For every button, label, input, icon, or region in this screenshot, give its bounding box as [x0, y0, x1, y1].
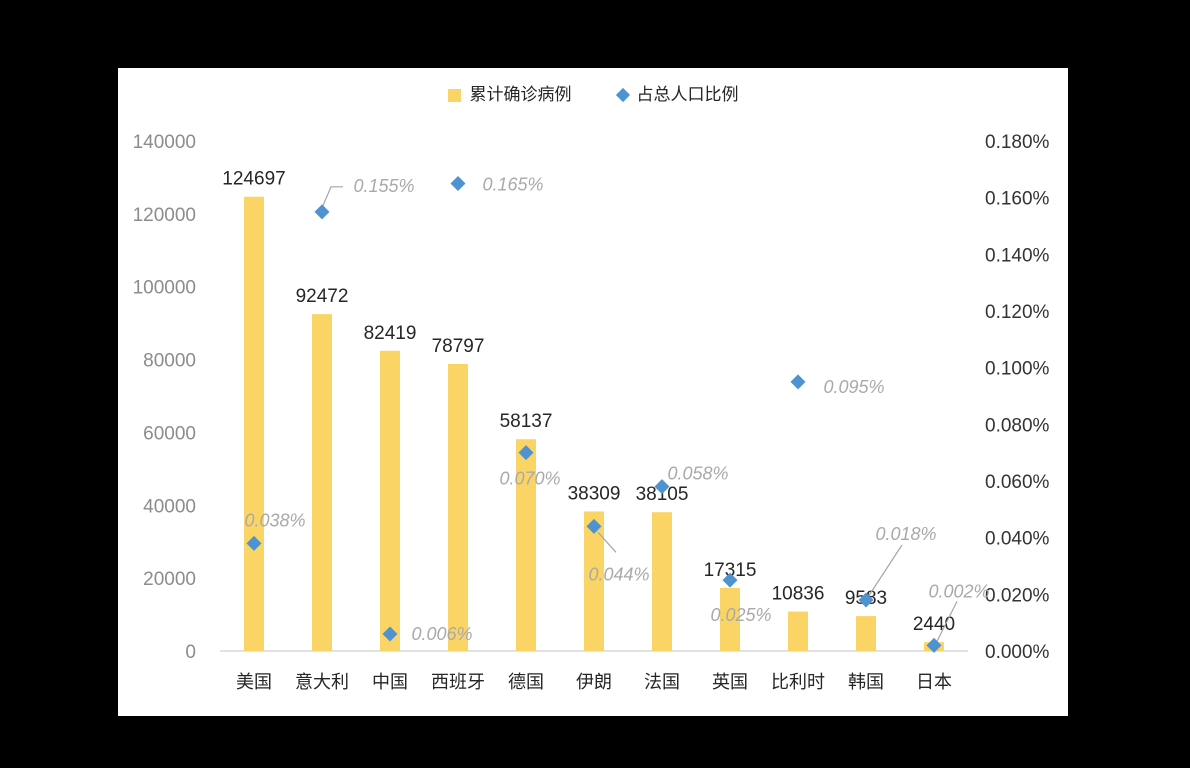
diamond-marker-icon — [790, 374, 806, 390]
bar — [312, 314, 332, 651]
diamond-marker-icon — [858, 592, 874, 608]
y-axis-tick-right: 0.140% — [985, 245, 1050, 266]
x-axis-category-label: 法国 — [644, 672, 680, 692]
bar — [380, 350, 400, 651]
percent-point-label: 0.006% — [411, 624, 472, 644]
y-axis-tick-left: 20000 — [143, 569, 196, 590]
chart-legend: 累计确诊病例 占总人口比例 — [118, 85, 1068, 105]
diamond-marker-icon — [450, 176, 466, 191]
legend-item-confirmed-cases: 累计确诊病例 — [447, 85, 572, 105]
bar-series-swatch-icon — [447, 88, 461, 102]
bar-value-label: 58137 — [500, 411, 553, 432]
x-axis-category-label: 韩国 — [848, 672, 884, 692]
percent-point-label: 0.095% — [823, 377, 884, 397]
y-axis-tick-right: 0.180% — [985, 132, 1050, 153]
bar — [584, 511, 604, 651]
y-axis-tick-right: 0.080% — [985, 415, 1050, 436]
y-axis-tick-right: 0.040% — [985, 529, 1050, 550]
percent-point-label: 0.002% — [928, 581, 989, 601]
y-axis-tick-right: 0.120% — [985, 302, 1050, 323]
y-axis-tick-right: 0.060% — [985, 472, 1050, 493]
x-axis-category-label: 中国 — [372, 672, 408, 692]
bar — [856, 616, 876, 651]
x-axis-category-label: 德国 — [508, 672, 544, 692]
x-axis-category-label: 日本 — [916, 672, 952, 692]
bar-value-label: 78797 — [432, 336, 485, 357]
percent-point-label: 0.155% — [353, 176, 414, 196]
bar — [448, 363, 468, 651]
combo-chart-plot-area: 140000 120000 100000 80000 60000 40000 20000 0 0… — [133, 132, 1050, 692]
legend-label-confirmed-cases: 累计确诊病例 — [469, 85, 572, 104]
x-axis-category-label: 英国 — [712, 672, 748, 692]
percent-point-label: 0.044% — [588, 564, 649, 584]
percent-point-label: 0.038% — [244, 510, 305, 530]
diamond-marker-icon — [586, 518, 602, 534]
percent-point-label: 0.025% — [710, 605, 771, 625]
diamond-marker-icon — [518, 445, 534, 461]
x-axis-category-label: 比利时 — [771, 672, 825, 692]
bar — [516, 439, 536, 651]
diamond-marker-icon — [246, 535, 262, 551]
bar — [720, 587, 740, 651]
y-axis-tick-left: 60000 — [143, 423, 196, 444]
leader-line — [867, 544, 903, 598]
chart-card: 累计确诊病例 占总人口比例 140000 120000 100000 80000 600… — [118, 68, 1068, 716]
bar-value-label: 82419 — [364, 323, 417, 344]
y-axis-tick-left: 140000 — [133, 132, 196, 153]
bar-value-label: 2440 — [913, 614, 955, 635]
diamond-marker-icon — [722, 572, 738, 588]
x-axis-category-label: 伊朗 — [576, 672, 612, 692]
bar — [652, 512, 672, 651]
y-axis-tick-left: 40000 — [143, 496, 196, 517]
y-axis-tick-left: 120000 — [133, 205, 196, 226]
percent-point-label: 0.058% — [667, 464, 728, 484]
leader-line — [321, 186, 343, 209]
y-axis-tick-left: 100000 — [133, 278, 196, 299]
percent-point-label: 0.070% — [499, 469, 560, 489]
y-axis-tick-right: 0.100% — [985, 359, 1050, 380]
diamond-marker-icon — [926, 637, 942, 653]
diamond-marker-icon — [654, 479, 670, 495]
x-axis-category-label: 意大利 — [295, 672, 349, 692]
bar-value-label: 10836 — [772, 584, 825, 605]
y-axis-tick-left: 80000 — [143, 351, 196, 372]
bar-value-label: 124697 — [222, 169, 285, 190]
bar-value-label: 38309 — [568, 483, 621, 504]
bar — [244, 196, 264, 651]
y-axis-tick-right: 0.160% — [985, 189, 1050, 210]
leader-line — [597, 531, 617, 553]
bar — [788, 611, 808, 651]
diamond-marker-icon — [382, 626, 398, 642]
y-axis-tick-right: 0.020% — [985, 585, 1050, 606]
legend-item-population-ratio: 占总人口比例 — [615, 85, 739, 105]
percent-point-label: 0.018% — [875, 524, 936, 544]
x-axis-category-label: 美国 — [236, 672, 272, 692]
bar-value-label: 38105 — [636, 484, 689, 505]
bar-value-label: 17315 — [704, 560, 757, 581]
diamond-marker-icon — [314, 204, 330, 220]
y-axis-tick-right: 0.000% — [985, 642, 1050, 663]
leader-line — [936, 601, 958, 642]
bar-value-label: 92472 — [296, 286, 349, 307]
y-axis-tick-left: 0 — [185, 642, 196, 663]
percent-point-label: 0.165% — [482, 175, 543, 195]
legend-label-population-ratio: 占总人口比例 — [636, 85, 739, 104]
x-axis-category-label: 西班牙 — [431, 672, 485, 692]
